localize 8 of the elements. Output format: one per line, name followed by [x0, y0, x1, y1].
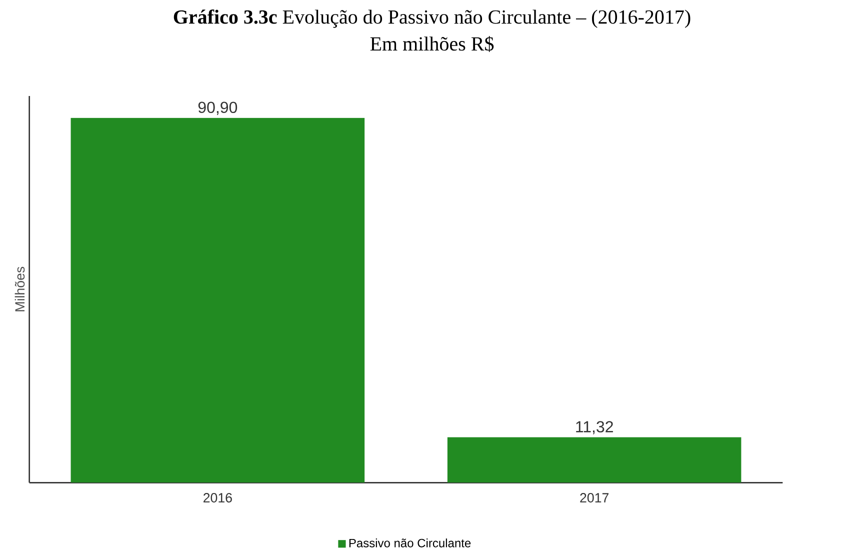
legend-label: Passivo não Circulante: [349, 538, 471, 548]
x-tick-label: 2016: [204, 493, 232, 502]
y-axis-title: Milhões: [14, 266, 25, 312]
data-label: 90,90: [198, 102, 238, 115]
data-label: 11,32: [576, 421, 613, 434]
chart-title: Gráfico 3.3c Evolução do Passivo não Circulante – (2016-2017): [174, 9, 690, 28]
chart-subtitle: Em milhões R$: [370, 36, 494, 52]
x-tick-label: 2017: [580, 493, 608, 502]
